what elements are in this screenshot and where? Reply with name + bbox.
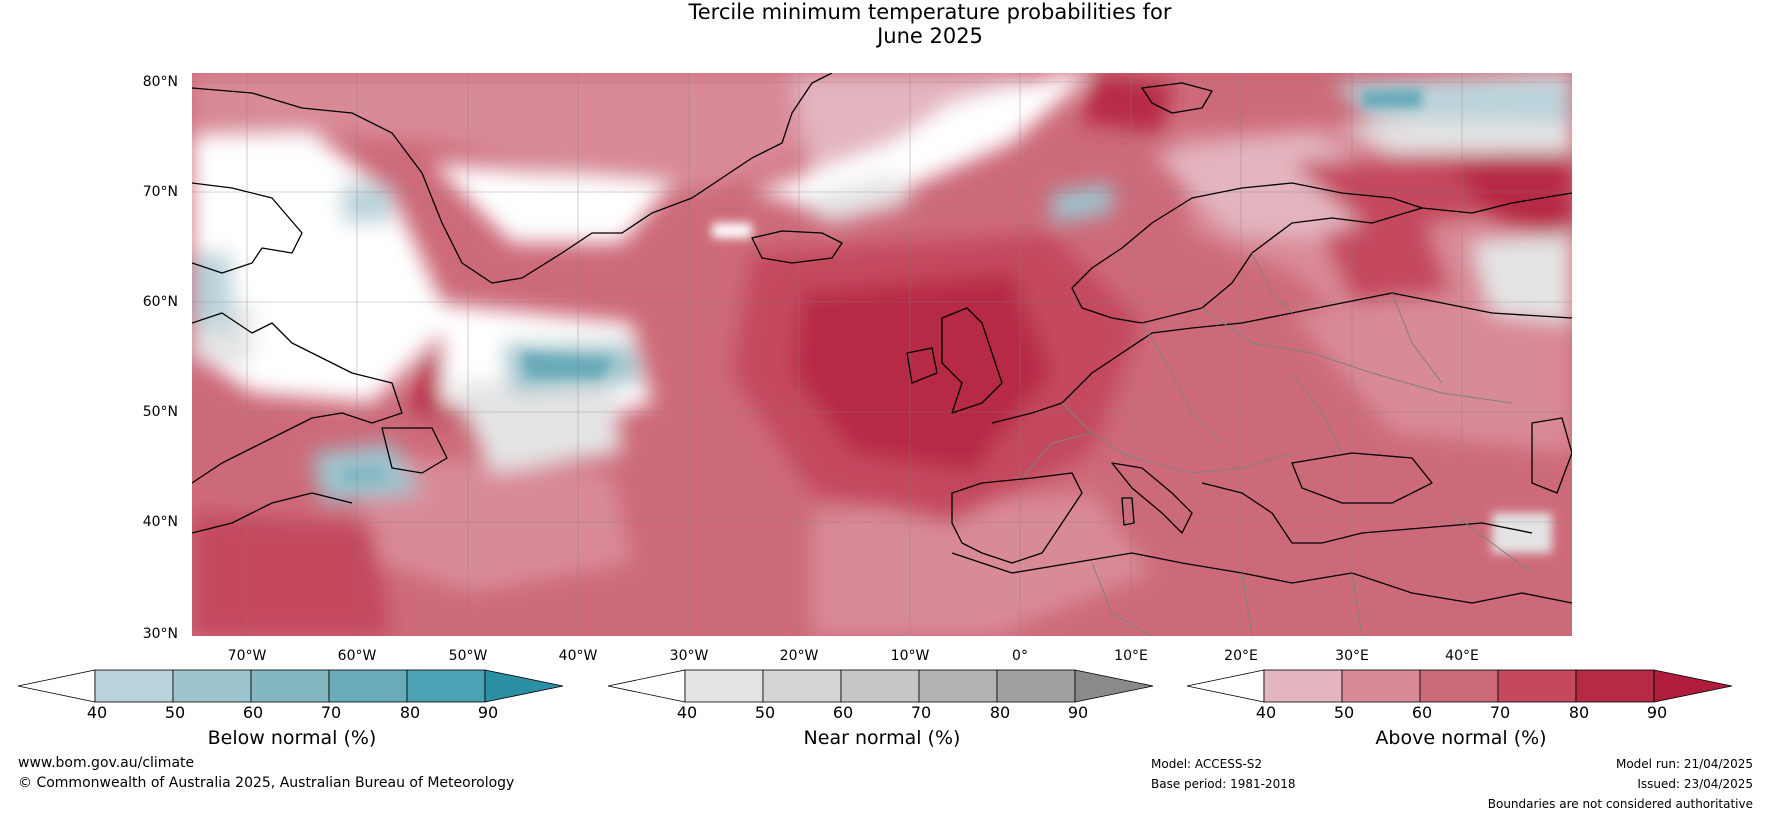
cb-below-label: Below normal (%) [207,727,377,749]
colorbar-extend-high [1074,669,1154,703]
colorbar-swatch [172,669,252,703]
footer-issued: Issued: 23/04/2025 [1637,777,1753,791]
lat-label-40n: 40°N [142,514,178,530]
colorbar-above [1186,669,1733,703]
cb-near-tick: 60 [832,703,854,722]
colorbar-swatch [840,669,920,703]
cb-above-tick: 70 [1489,703,1511,722]
lat-label-70n: 70°N [142,184,178,200]
cb-above-label: Above normal (%) [1375,727,1547,749]
colorbar-below [17,669,564,703]
colorbar-swatch [406,669,486,703]
cb-near-tick: 80 [989,703,1011,722]
colorbar-near [607,669,1154,703]
colorbar-swatch [1263,669,1343,703]
lon-label-10w: 10°W [890,648,930,664]
cb-near-tick: 70 [910,703,932,722]
lon-label-20w: 20°W [779,648,819,664]
lon-label-0: 0° [1012,648,1028,664]
colorbar-swatch [1419,669,1499,703]
cb-above-tick: 90 [1646,703,1668,722]
cb-below-tick: 50 [164,703,186,722]
lat-label-80n: 80°N [142,74,178,90]
cb-below-tick: 80 [399,703,421,722]
lon-label-30e: 30°E [1335,648,1369,664]
lon-label-40e: 40°E [1445,648,1479,664]
colorbar-swatch [94,669,174,703]
colorbar-extend-high [484,669,564,703]
colorbar-swatch [1575,669,1655,703]
lon-label-10e: 10°E [1114,648,1148,664]
cb-above-tick: 80 [1568,703,1590,722]
lat-label-30n: 30°N [142,626,178,642]
footer-website: www.bom.gov.au/climate [18,755,195,771]
map-title: Tercile minimum temperature probabilitie… [0,0,1770,48]
cb-near-label: Near normal (%) [803,727,961,749]
colorbar-swatch [996,669,1076,703]
title-line-1: Tercile minimum temperature probabilitie… [688,0,1172,24]
cb-above-tick: 50 [1333,703,1355,722]
colorbar-swatch [328,669,408,703]
colorbar-swatch [918,669,998,703]
cb-below-tick: 60 [242,703,264,722]
footer-model-run: Model run: 21/04/2025 [1615,757,1753,771]
footer-disclaimer: Boundaries are not considered authoritat… [1487,797,1753,811]
colorbar-swatch [1497,669,1577,703]
cb-below-tick: 70 [320,703,342,722]
cb-above-tick: 40 [1255,703,1277,722]
lat-label-60n: 60°N [142,294,178,310]
colorbar-swatch [762,669,842,703]
footer-model: Model: ACCESS-S2 [1151,757,1263,771]
footer-base-period: Base period: 1981-2018 [1151,777,1296,791]
probability-map [192,73,1572,636]
lon-label-50w: 50°W [448,648,488,664]
title-line-2: June 2025 [877,24,983,48]
lon-label-40w: 40°W [558,648,598,664]
colorbar-extend-low [17,669,96,703]
lon-label-60w: 60°W [337,648,377,664]
coastlines [192,73,1572,604]
lon-label-30w: 30°W [669,648,709,664]
colorbar-swatch [1341,669,1421,703]
cb-above-tick: 60 [1411,703,1433,722]
lat-label-50n: 50°N [142,404,178,420]
colorbar-extend-low [1186,669,1265,703]
cb-near-tick: 90 [1067,703,1089,722]
colorbar-extend-high [1653,669,1733,703]
colorbar-extend-low [607,669,686,703]
country-borders [1021,252,1533,636]
graticule [192,73,1572,636]
lon-label-20e: 20°E [1224,648,1258,664]
cb-near-tick: 50 [754,703,776,722]
cb-below-tick: 40 [86,703,108,722]
colorbar-swatch [684,669,764,703]
cb-near-tick: 40 [676,703,698,722]
cb-below-tick: 90 [477,703,499,722]
colorbar-swatch [250,669,330,703]
lon-label-70w: 70°W [227,648,267,664]
footer-copyright: © Commonwealth of Australia 2025, Austra… [18,775,515,791]
